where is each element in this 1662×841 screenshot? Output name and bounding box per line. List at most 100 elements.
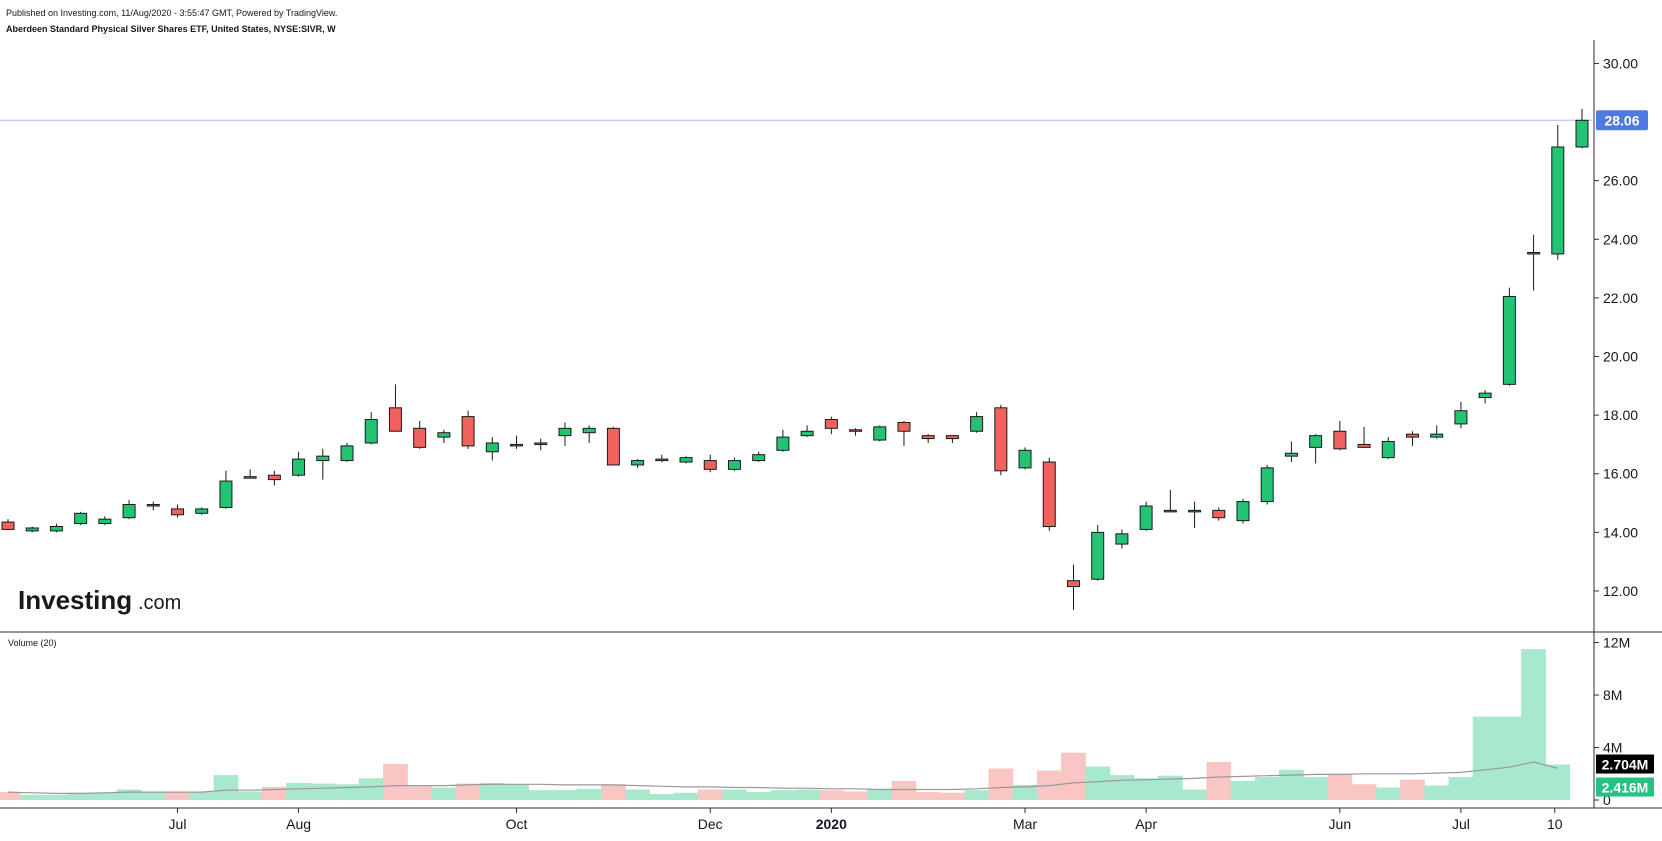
- candle-body: [606, 427, 620, 466]
- candle-body: [485, 442, 499, 453]
- last-price-badge: 28.06: [1596, 110, 1648, 131]
- candle: [873, 425, 887, 442]
- volume-bar: [455, 783, 481, 800]
- candle-body: [1, 521, 15, 530]
- candle: [1018, 447, 1032, 470]
- candle-body: [98, 518, 112, 525]
- volume-bar: [940, 792, 965, 800]
- price-tick-label: 24.00: [1603, 231, 1638, 247]
- candle-body: [1527, 251, 1541, 255]
- candle: [413, 420, 427, 449]
- candle: [1091, 525, 1105, 581]
- candle: [1502, 287, 1516, 386]
- candle-body: [1357, 443, 1371, 448]
- candle-body: [897, 421, 911, 432]
- volume-bar: [310, 783, 336, 800]
- candle: [1188, 501, 1202, 528]
- last-price-badge-bg: [1596, 110, 1648, 131]
- candle-body: [1163, 509, 1177, 513]
- candle-body: [558, 427, 572, 437]
- price-tick-label: 12.00: [1603, 583, 1638, 599]
- volume-bar: [818, 790, 844, 800]
- volume-bar: [165, 792, 190, 800]
- candle: [800, 425, 814, 438]
- volume-bar: [431, 787, 457, 800]
- volume-bar: [1472, 716, 1498, 800]
- price-tick-label: 20.00: [1603, 349, 1638, 365]
- volume-badge: 2.704M: [1596, 754, 1654, 774]
- candle: [98, 516, 112, 526]
- volume-bar: [237, 791, 263, 800]
- volume-bar: [1206, 761, 1232, 800]
- candle: [776, 429, 790, 452]
- candle-body: [1551, 146, 1565, 255]
- price-tick-label: 26.00: [1603, 173, 1638, 189]
- volume-bars: [0, 649, 1571, 800]
- candle: [1284, 441, 1298, 463]
- candle: [1333, 420, 1347, 451]
- time-tick-label: Apr: [1135, 816, 1157, 832]
- volume-bar: [286, 782, 311, 800]
- volume-bar: [407, 786, 433, 800]
- candle-body: [655, 458, 669, 462]
- candle: [994, 404, 1008, 476]
- volume-bar: [673, 792, 699, 800]
- candle-body: [340, 445, 354, 462]
- volume-bar: [1545, 764, 1571, 800]
- volume-bar: [746, 792, 772, 800]
- time-tick-label: Mar: [1013, 816, 1037, 832]
- volume-bar: [504, 784, 529, 800]
- time-tick-label: Jul: [1452, 816, 1470, 832]
- volume-bar: [1351, 784, 1377, 800]
- candle-body: [679, 457, 693, 463]
- price-tick-label: 30.00: [1603, 55, 1638, 71]
- volume-bar: [649, 794, 675, 800]
- volume-tick-label: 12M: [1603, 635, 1630, 651]
- candle-body: [267, 474, 281, 481]
- candle: [1115, 529, 1129, 549]
- volume-bar: [44, 794, 69, 800]
- volume-bar: [1012, 784, 1038, 800]
- volume-bar: [19, 794, 45, 800]
- candle: [849, 428, 863, 436]
- candle: [49, 523, 63, 533]
- candle: [25, 526, 39, 533]
- candle: [1551, 124, 1565, 260]
- candle: [1454, 401, 1468, 429]
- price-tick-label: 22.00: [1603, 290, 1638, 306]
- volume-bar: [1327, 773, 1353, 800]
- candle: [74, 511, 88, 526]
- candle-body: [921, 435, 935, 440]
- volume-bar: [140, 792, 166, 800]
- candle-body: [292, 458, 306, 476]
- candle-body: [1454, 410, 1468, 425]
- volume-bar: [843, 791, 868, 800]
- candle: [1236, 498, 1250, 524]
- candle-body: [873, 426, 887, 441]
- candle: [703, 454, 717, 473]
- candle-body: [1430, 433, 1444, 438]
- candle: [1575, 108, 1589, 149]
- volume-bar: [722, 789, 747, 800]
- candle: [1430, 425, 1444, 439]
- volume-bar: [358, 778, 384, 800]
- volume-bar: [1254, 777, 1280, 800]
- candle-body: [727, 460, 741, 470]
- candle-body: [1284, 452, 1298, 457]
- candle: [1309, 434, 1323, 464]
- time-tick-label: Dec: [698, 816, 723, 832]
- volume-bar: [213, 775, 239, 800]
- candle-body: [1381, 441, 1395, 459]
- volume-bar: [1496, 716, 1522, 800]
- volume-bar: [116, 789, 142, 800]
- candle-body: [824, 419, 838, 429]
- volume-badge-bg: [1596, 754, 1654, 774]
- candle-body: [146, 504, 160, 507]
- volume-bar: [770, 790, 796, 800]
- volume-bar: [891, 780, 917, 800]
- candle: [1139, 501, 1153, 531]
- volume-bar: [576, 788, 602, 800]
- candle-body: [1502, 295, 1516, 385]
- candle-body: [1042, 461, 1056, 527]
